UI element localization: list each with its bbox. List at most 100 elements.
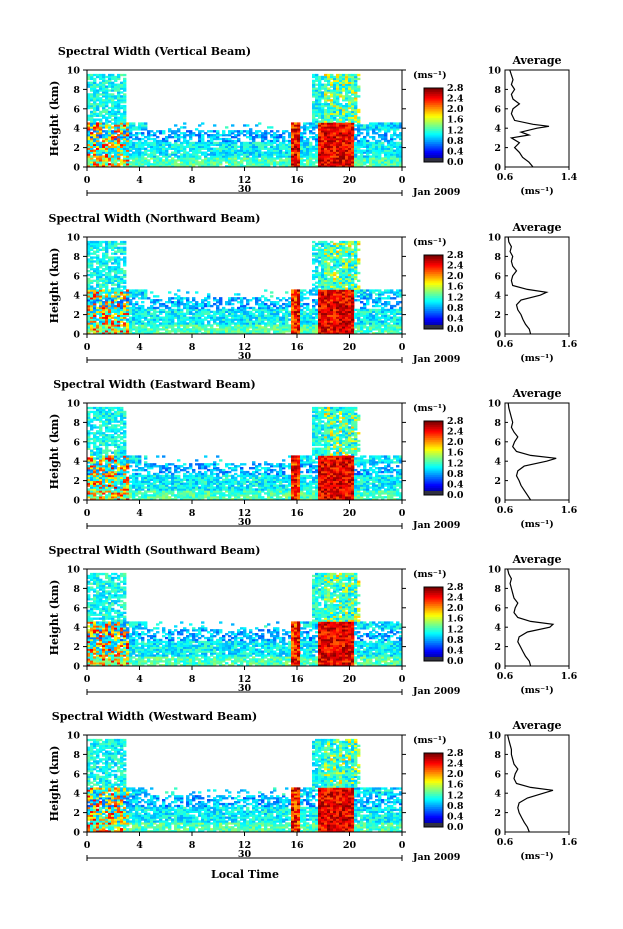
heatmap-cell <box>300 147 304 150</box>
heatmap-cell <box>210 130 214 133</box>
heatmap-cell <box>219 143 223 147</box>
heatmap-cell <box>282 312 286 315</box>
heatmap-cell <box>330 283 334 286</box>
heatmap-cell <box>336 297 340 300</box>
heatmap-cell <box>318 122 322 125</box>
heatmap-cell <box>180 316 184 319</box>
heatmap-cell <box>243 310 247 314</box>
heatmap-cell <box>258 135 262 139</box>
heatmap-cell <box>294 322 298 325</box>
heatmap-cell <box>306 159 310 162</box>
heatmap-cell <box>327 75 331 79</box>
heatmap-cell <box>231 320 235 323</box>
heatmap-cell <box>309 312 313 315</box>
heatmap-cell <box>282 330 286 333</box>
heatmap-cell <box>234 314 238 317</box>
heatmap-cell <box>381 163 385 166</box>
heatmap-cell <box>234 153 238 156</box>
heatmap-cell <box>345 269 349 273</box>
heatmap-cell <box>114 301 118 304</box>
heatmap-cell <box>177 155 181 158</box>
heatmap-cell <box>381 128 385 131</box>
heatmap-cell <box>177 299 181 302</box>
heatmap-cell <box>357 258 361 261</box>
heatmap-cell <box>282 139 286 143</box>
heatmap-cell <box>114 291 118 294</box>
heatmap-cell <box>162 304 166 308</box>
heatmap-cell <box>312 104 316 108</box>
heatmap-cell <box>243 330 247 333</box>
heatmap-cell <box>342 299 346 302</box>
heatmap-cell <box>324 97 328 100</box>
heatmap-cell <box>321 163 325 166</box>
heatmap-cell <box>294 149 298 152</box>
heatmap-cell <box>330 139 334 143</box>
heatmap-cell <box>342 248 346 251</box>
heatmap-cell <box>309 293 313 296</box>
heatmap-cell <box>276 328 280 331</box>
heatmap-cell <box>102 102 106 106</box>
heatmap-cell <box>96 153 100 156</box>
heatmap-cell <box>87 128 91 131</box>
heatmap-cell <box>96 291 100 294</box>
heatmap-cell <box>318 326 322 329</box>
heatmap-cell <box>333 273 337 277</box>
heatmap-cell <box>225 301 229 304</box>
heatmap-cell <box>201 320 205 323</box>
heatmap-cell <box>108 139 112 143</box>
heatmap-cell <box>321 118 325 121</box>
heatmap-cell <box>348 118 352 121</box>
heatmap-cell <box>312 81 316 84</box>
heatmap-cell <box>117 120 121 123</box>
heatmap-cell <box>108 75 112 79</box>
heatmap-cell <box>153 301 157 304</box>
heatmap-cell <box>141 330 145 333</box>
heatmap-cell <box>264 147 268 150</box>
heatmap-cell <box>222 330 226 333</box>
heatmap-cell <box>279 310 283 314</box>
heatmap-cell <box>192 322 196 325</box>
heatmap-cell <box>87 332 91 335</box>
heatmap-cell <box>186 151 190 154</box>
heatmap-cell <box>312 316 316 319</box>
heatmap-cell <box>210 135 214 139</box>
heatmap-cell <box>102 289 106 292</box>
heatmap-cell <box>342 324 346 327</box>
heatmap-cell <box>393 143 397 147</box>
heatmap-cell <box>93 301 97 304</box>
heatmap-cell <box>357 122 361 125</box>
heatmap-cell <box>387 122 391 125</box>
heatmap-cell <box>141 163 145 166</box>
heatmap-cell <box>93 114 97 117</box>
heatmap-cell <box>300 291 304 294</box>
heatmap-cell <box>336 287 340 290</box>
heatmap-cell <box>312 120 316 123</box>
heatmap-cell <box>171 143 175 147</box>
heatmap-cell <box>102 252 106 255</box>
heatmap-cell <box>261 302 265 306</box>
heatmap-cell <box>258 122 262 125</box>
heatmap-cell <box>303 147 307 150</box>
heatmap-cell <box>159 324 163 327</box>
heatmap-cell <box>321 291 325 294</box>
heatmap-cell <box>273 316 277 319</box>
heatmap-cell <box>123 141 127 145</box>
heatmap-cell <box>375 159 379 162</box>
heatmap-cell <box>333 304 337 308</box>
heatmap-cell <box>96 269 100 273</box>
heatmap-cell <box>339 277 343 281</box>
heatmap-cell <box>114 85 118 88</box>
heatmap-cell <box>114 106 118 110</box>
heatmap-cell <box>372 147 376 150</box>
heatmap-cell <box>231 155 235 158</box>
heatmap-cell <box>138 157 142 160</box>
heatmap-cell <box>117 99 121 102</box>
heatmap-cell <box>207 316 211 319</box>
heatmap-cell <box>348 157 352 160</box>
heatmap-cell <box>240 130 244 133</box>
heatmap-cell <box>93 268 97 271</box>
heatmap-cell <box>87 318 91 321</box>
heatmap-cell <box>351 157 355 160</box>
heatmap-cell <box>324 281 328 284</box>
heatmap-cell <box>132 155 136 158</box>
